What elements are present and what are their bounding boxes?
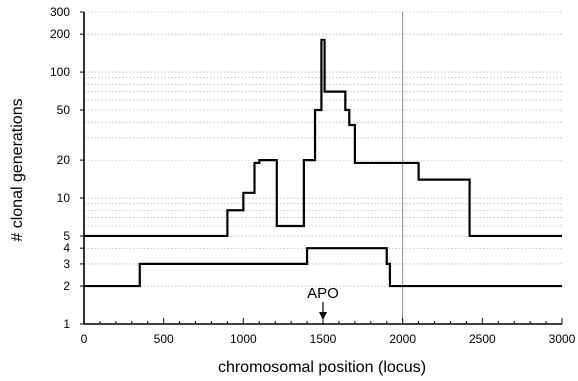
x-tick-label: 0 <box>81 332 88 346</box>
y-tick-label: 10 <box>57 191 71 205</box>
annotation-arrow-head <box>319 312 327 320</box>
y-tick-label: 20 <box>57 153 71 167</box>
y-tick-label: 100 <box>50 65 70 79</box>
axes <box>83 12 562 325</box>
y-tick-label: 2 <box>63 279 70 293</box>
annotation-label: APO <box>307 285 339 302</box>
x-axis-title: chromosomal position (locus) <box>218 359 426 376</box>
x-tick-label: 2500 <box>469 332 496 346</box>
y-ticks: 1 2 3 45 10 20 50 100 200 300 <box>50 5 84 331</box>
series-line-2 <box>84 247 562 288</box>
gridlines <box>84 11 562 287</box>
y-axis-title: # clonal generations <box>9 98 26 241</box>
y-tick-label: 3 <box>63 257 70 271</box>
x-tick-label: 3000 <box>549 332 576 346</box>
x-tick-label: 500 <box>154 332 174 346</box>
y-tick-label: 300 <box>50 5 70 19</box>
annotation-group: APO <box>307 285 339 320</box>
series-group <box>84 38 562 288</box>
series-line-1 <box>84 38 562 238</box>
x-ticks: 0 500 1000 1500 2000 2500 3000 <box>81 318 576 346</box>
y-tick-label: 5 <box>63 229 70 243</box>
x-tick-label: 1500 <box>310 332 337 346</box>
y-tick-label: 50 <box>57 103 71 117</box>
y-tick-label: 200 <box>50 27 70 41</box>
x-tick-label: 1000 <box>230 332 257 346</box>
y-tick-label: 4 <box>63 241 70 255</box>
y-tick-label: 1 <box>63 317 70 331</box>
x-tick-label: 2000 <box>389 332 416 346</box>
